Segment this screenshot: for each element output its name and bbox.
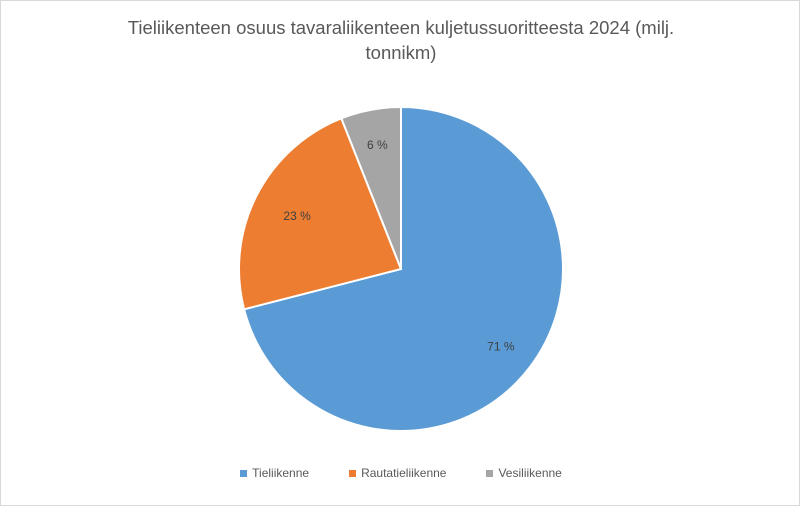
data-label-vesiliikenne: 6 %: [367, 138, 388, 152]
pie-slice-rautatieliikenne: [238, 117, 403, 311]
legend-swatch: [240, 469, 248, 477]
data-label-tieliikenne: 71 %: [487, 339, 515, 353]
chart-title: Tieliikenteen osuus tavaraliikenteen kul…: [127, 17, 675, 63]
pie-slice-vesiliikenne: [340, 105, 402, 270]
legend-swatch: [349, 469, 357, 477]
pie-slice-tieliikenne: [242, 105, 564, 432]
legend-item-rautatieliikenne: Rautatieliikenne: [349, 465, 446, 481]
legend-label: Tieliikenne: [252, 466, 310, 480]
data-label-rautatieliikenne: 23 %: [283, 209, 311, 223]
legend-label: Vesiliikenne: [498, 466, 562, 480]
legend-item-tieliikenne: Tieliikenne: [240, 465, 309, 481]
legend-item-vesiliikenne: Vesiliikenne: [486, 465, 562, 481]
legend: Tieliikenne Rautatieliikenne Vesiliikenn…: [1, 465, 800, 481]
legend-swatch: [486, 469, 494, 477]
legend-label: Rautatieliikenne: [361, 466, 447, 480]
